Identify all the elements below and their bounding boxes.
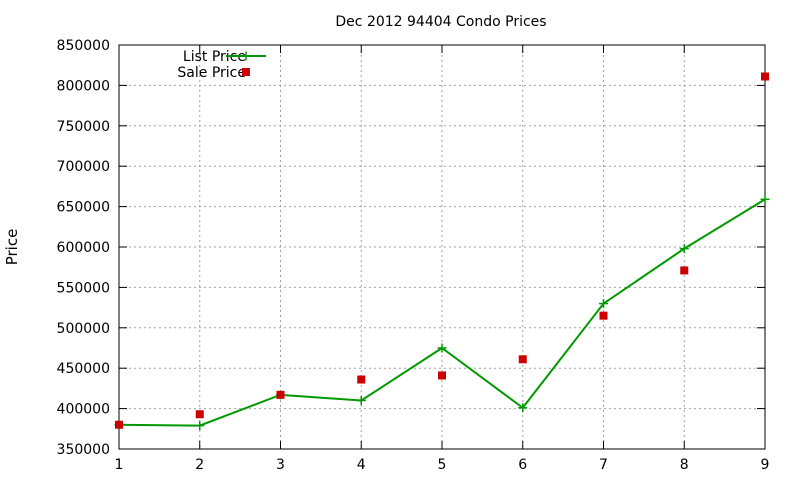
y-tick-label: 350000 [57,442,110,458]
x-tick-label: 9 [761,457,770,473]
list-price-point [356,396,366,406]
x-tick-label: 5 [438,457,447,473]
sale-price-point [276,390,285,399]
y-tick-label: 600000 [57,240,110,256]
y-axis-label: Price [3,229,21,266]
sale-price-point [680,266,689,275]
sale-price-point [761,72,769,81]
y-tick-label: 650000 [57,200,110,216]
list-price-point [599,299,608,309]
y-tick-label: 800000 [57,78,110,94]
grid-lines [119,45,765,449]
list-price-point [679,244,689,254]
x-tick-label: 2 [195,457,204,473]
x-tick-label: 1 [115,457,124,473]
axis-ticks: 350000 400000 450000 500000 550000 600000 6500… [57,38,770,473]
sale-price-point [357,375,366,384]
y-tick-label: 400000 [57,402,110,418]
sale-price-point [438,371,446,380]
list-price-point [518,403,528,413]
x-tick-label: 3 [276,457,285,473]
x-tick-label: 4 [357,457,366,473]
list-price-point [760,194,770,204]
y-tick-label: 450000 [57,361,110,377]
sale-price-point [195,410,204,419]
sale-price-point [518,355,527,364]
y-tick-label: 700000 [57,159,110,175]
y-tick-label: 750000 [57,119,110,135]
legend-plus-marker [241,51,251,61]
x-tick-label: 8 [680,457,689,473]
y-tick-label: 500000 [57,321,110,337]
sale-price-point [599,311,608,320]
data-series [114,72,770,431]
list-price-point [437,343,447,353]
list-price-point [195,421,205,431]
legend-label: List Price [183,49,246,65]
x-tick-label: 7 [599,457,608,473]
sale-price-point [115,420,123,429]
y-tick-label: 550000 [57,280,110,296]
legend-square-marker [242,68,250,76]
chart-title: Dec 2012 94404 Condo Prices [335,14,546,30]
y-tick-label: 850000 [57,38,110,54]
legend-label: Sale Price [177,65,246,81]
x-tick-label: 6 [518,457,527,473]
